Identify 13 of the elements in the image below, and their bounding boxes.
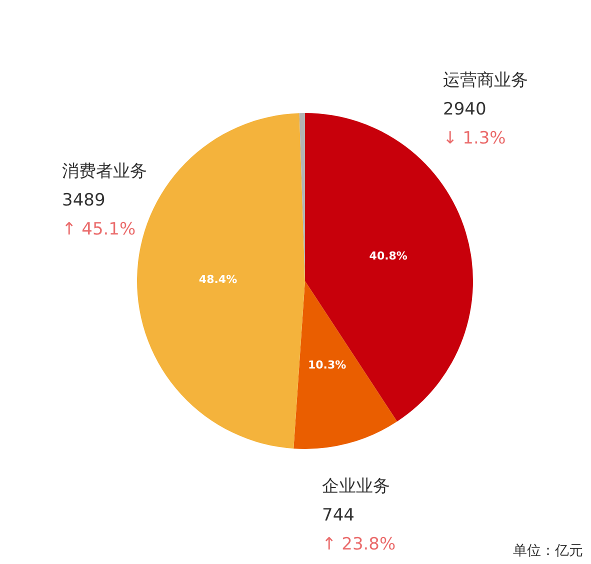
- data-label: 744: [322, 506, 354, 526]
- text: ↑ 23.8%: [322, 534, 396, 554]
- slice-label: 企业业务: [322, 476, 390, 496]
- data-label: 2940: [443, 100, 486, 120]
- text: 10.3%: [308, 358, 346, 372]
- text: 单位：亿元: [513, 543, 583, 559]
- slice-label: 消费者业务: [62, 162, 147, 182]
- data-label: 3489: [62, 190, 106, 210]
- text: ↓ 1.3%: [443, 128, 506, 148]
- text: ↑ 45.1%: [62, 220, 136, 240]
- text: 40.8%: [369, 250, 408, 263]
- text: 48.4%: [198, 273, 238, 286]
- slice-label: 运营商业务: [443, 70, 528, 90]
